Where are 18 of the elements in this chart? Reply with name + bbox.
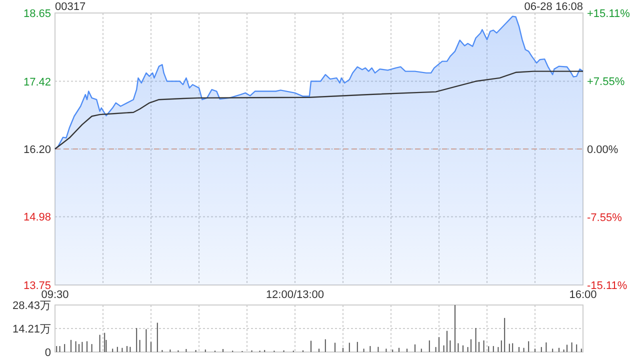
chart-title: 00317 <box>55 1 86 13</box>
y-tick-label: 0 <box>44 347 51 359</box>
y2-tick-label: +7.55% <box>587 76 625 88</box>
y-tick-label: 14.98 <box>23 212 51 224</box>
x-tick-label: 16:00 <box>569 289 597 301</box>
y2-tick-label: -15.11% <box>587 280 628 292</box>
y-tick-label: 14.21万 <box>12 324 51 336</box>
y2-tick-label: -7.55% <box>587 212 622 224</box>
y-tick-label: 28.43万 <box>12 300 51 312</box>
y2-tick-label: 0.00% <box>587 144 618 156</box>
y-tick-label: 16.20 <box>23 144 51 156</box>
y-tick-label: 13.75 <box>23 280 51 292</box>
y-tick-label: 18.65 <box>23 8 51 20</box>
chart-subtitle: 06-28 16:08 <box>524 1 583 13</box>
y2-tick-label: +15.11% <box>587 8 630 20</box>
y-tick-label: 17.42 <box>23 76 51 88</box>
x-tick-label: 09:30 <box>41 289 69 301</box>
x-tick-label: 12:00/13:00 <box>266 289 324 301</box>
